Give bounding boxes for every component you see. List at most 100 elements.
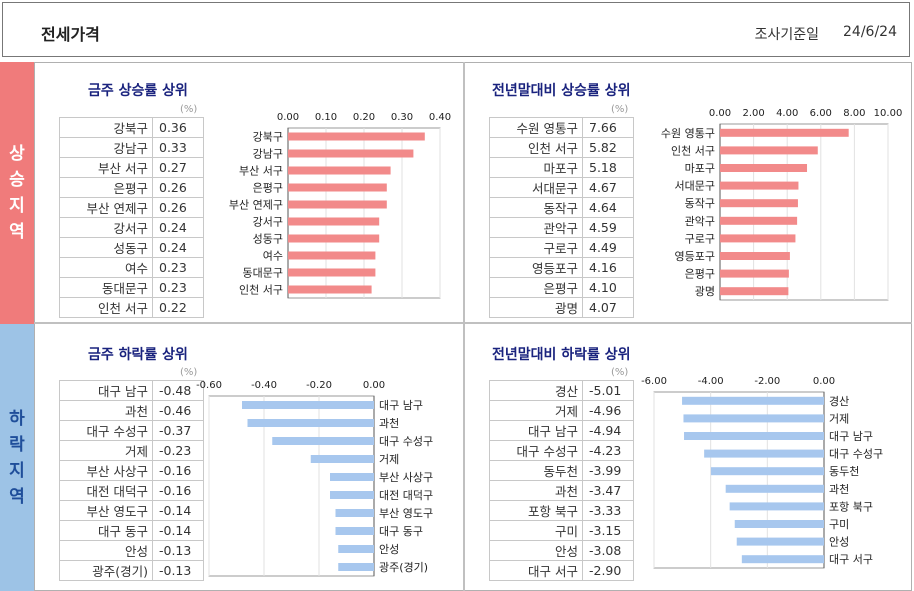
data-table-ytd-rise: 수원 영통구 7.66 인천 서구 5.82 마포구 5.18 서대문구 4.67 동작구 4.6…: [489, 117, 634, 318]
change-rate-cell: -4.96: [582, 400, 634, 421]
change-rate-cell: -0.46: [152, 400, 204, 421]
table-row: 광주(경기) -0.13: [59, 560, 204, 581]
bar: [725, 484, 824, 493]
side-label-char: 승: [9, 170, 25, 190]
y-category-label: 동작구: [685, 197, 715, 210]
y-category-label: 광주(경기): [379, 561, 428, 574]
change-rate-cell: 0.26: [152, 197, 204, 218]
bar: [335, 527, 374, 535]
bar: [720, 252, 790, 260]
y-category-label: 대구 서구: [829, 553, 873, 566]
region-name-cell: 대구 동구: [59, 520, 153, 541]
region-name-cell: 영등포구: [489, 257, 583, 278]
table-row: 서대문구 4.67: [489, 177, 634, 198]
y-category-label: 동대문구: [243, 267, 283, 280]
data-table-weekly-fall: 대구 남구 -0.48 과천 -0.46 대구 수성구 -0.37 거제 -0.23 부산 사상…: [59, 380, 204, 581]
y-category-label: 인천 서구: [239, 283, 283, 297]
change-rate-cell: 0.23: [152, 257, 204, 278]
x-tick-label: -2.00: [754, 376, 780, 387]
x-tick-label: -0.60: [196, 380, 222, 391]
table-row: 안성 -3.08: [489, 540, 634, 561]
table-row: 안성 -0.13: [59, 540, 204, 561]
table-row: 수원 영통구 7.66: [489, 117, 634, 138]
y-category-label: 안성: [829, 536, 849, 549]
table-row: 여수 0.23: [59, 257, 204, 278]
table-row: 마포구 5.18: [489, 157, 634, 178]
y-category-label: 포항 북구: [829, 500, 873, 513]
y-category-label: 경산: [829, 395, 849, 408]
bar: [335, 509, 374, 517]
bar: [720, 269, 789, 278]
y-category-label: 강북구: [253, 131, 283, 144]
unit-label: (%): [180, 367, 198, 378]
change-rate-cell: -0.16: [152, 480, 204, 501]
bar: [741, 555, 824, 564]
table-row: 동두천 -3.99: [489, 460, 634, 481]
bar: [683, 414, 824, 423]
region-name-cell: 안성: [59, 540, 153, 561]
region-name-cell: 부산 영도구: [59, 500, 153, 521]
x-tick-label: 0.00: [277, 112, 299, 123]
table-row: 과천 -0.46: [59, 400, 204, 421]
bar: [682, 396, 824, 405]
side-label-char: 락: [9, 434, 25, 455]
table-row: 대구 남구 -0.48: [59, 380, 204, 401]
table-row: 과천 -3.47: [489, 480, 634, 501]
table-row: 대전 대덕구 -0.16: [59, 480, 204, 501]
y-category-label: 구미: [829, 518, 849, 531]
bar: [720, 164, 808, 172]
region-name-cell: 동대문구: [59, 277, 153, 298]
x-tick-label: 2.00: [742, 108, 764, 119]
region-name-cell: 과천: [489, 480, 583, 501]
x-tick-label: -0.40: [251, 380, 277, 391]
change-rate-cell: 4.07: [582, 297, 634, 318]
region-name-cell: 대구 수성구: [489, 440, 583, 461]
side-label-char: 역: [9, 486, 25, 507]
table-row: 성동구 0.24: [59, 237, 204, 258]
change-rate-cell: -0.23: [152, 440, 204, 461]
region-name-cell: 강북구: [59, 117, 153, 138]
bar: [684, 432, 824, 440]
region-name-cell: 인천 서구: [59, 297, 153, 318]
bar: [288, 251, 376, 260]
bar: [720, 216, 798, 225]
change-rate-cell: -3.15: [582, 520, 634, 541]
y-category-label: 서대문구: [675, 180, 715, 193]
x-tick-label: -6.00: [641, 376, 667, 387]
bar: [736, 537, 824, 546]
change-rate-cell: -2.90: [582, 560, 634, 581]
table-row: 강서구 0.24: [59, 217, 204, 238]
y-category-label: 수원 영통구: [661, 127, 715, 140]
region-name-cell: 대전 대덕구: [59, 480, 153, 501]
divider-horizontal: [34, 322, 912, 324]
change-rate-cell: 0.33: [152, 137, 204, 158]
region-name-cell: 부산 서구: [59, 157, 153, 178]
y-category-label: 동두천: [829, 464, 859, 478]
y-category-label: 부산 영도구: [379, 507, 433, 520]
data-table-weekly-rise: 강북구 0.36 강남구 0.33 부산 서구 0.27 은평구 0.26 부산 연제구 0.26…: [59, 117, 204, 318]
side-label-char: 역: [9, 222, 25, 242]
table-row: 거제 -4.96: [489, 400, 634, 421]
x-tick-label: 0.10: [315, 112, 337, 123]
table-row: 은평구 0.26: [59, 177, 204, 198]
region-name-cell: 대구 남구: [489, 420, 583, 441]
bar: [288, 166, 391, 175]
y-category-label: 강남구: [253, 148, 283, 161]
table-row: 동대문구 0.23: [59, 277, 204, 298]
survey-date-label: 조사기준일: [754, 27, 819, 43]
y-category-label: 영등포구: [675, 250, 715, 263]
table-row: 대구 남구 -4.94: [489, 420, 634, 441]
region-name-cell: 서대문구: [489, 177, 583, 198]
bar: [720, 181, 799, 190]
y-category-label: 여수: [263, 250, 283, 263]
bar: [288, 132, 425, 141]
bar: [288, 200, 387, 209]
region-name-cell: 부산 연제구: [59, 197, 153, 218]
change-rate-cell: 0.23: [152, 277, 204, 298]
bar: [720, 287, 789, 296]
x-tick-label: 0.30: [391, 112, 413, 123]
bar: [330, 473, 374, 481]
region-name-cell: 거제: [59, 440, 153, 461]
region-name-cell: 경산: [489, 380, 583, 401]
